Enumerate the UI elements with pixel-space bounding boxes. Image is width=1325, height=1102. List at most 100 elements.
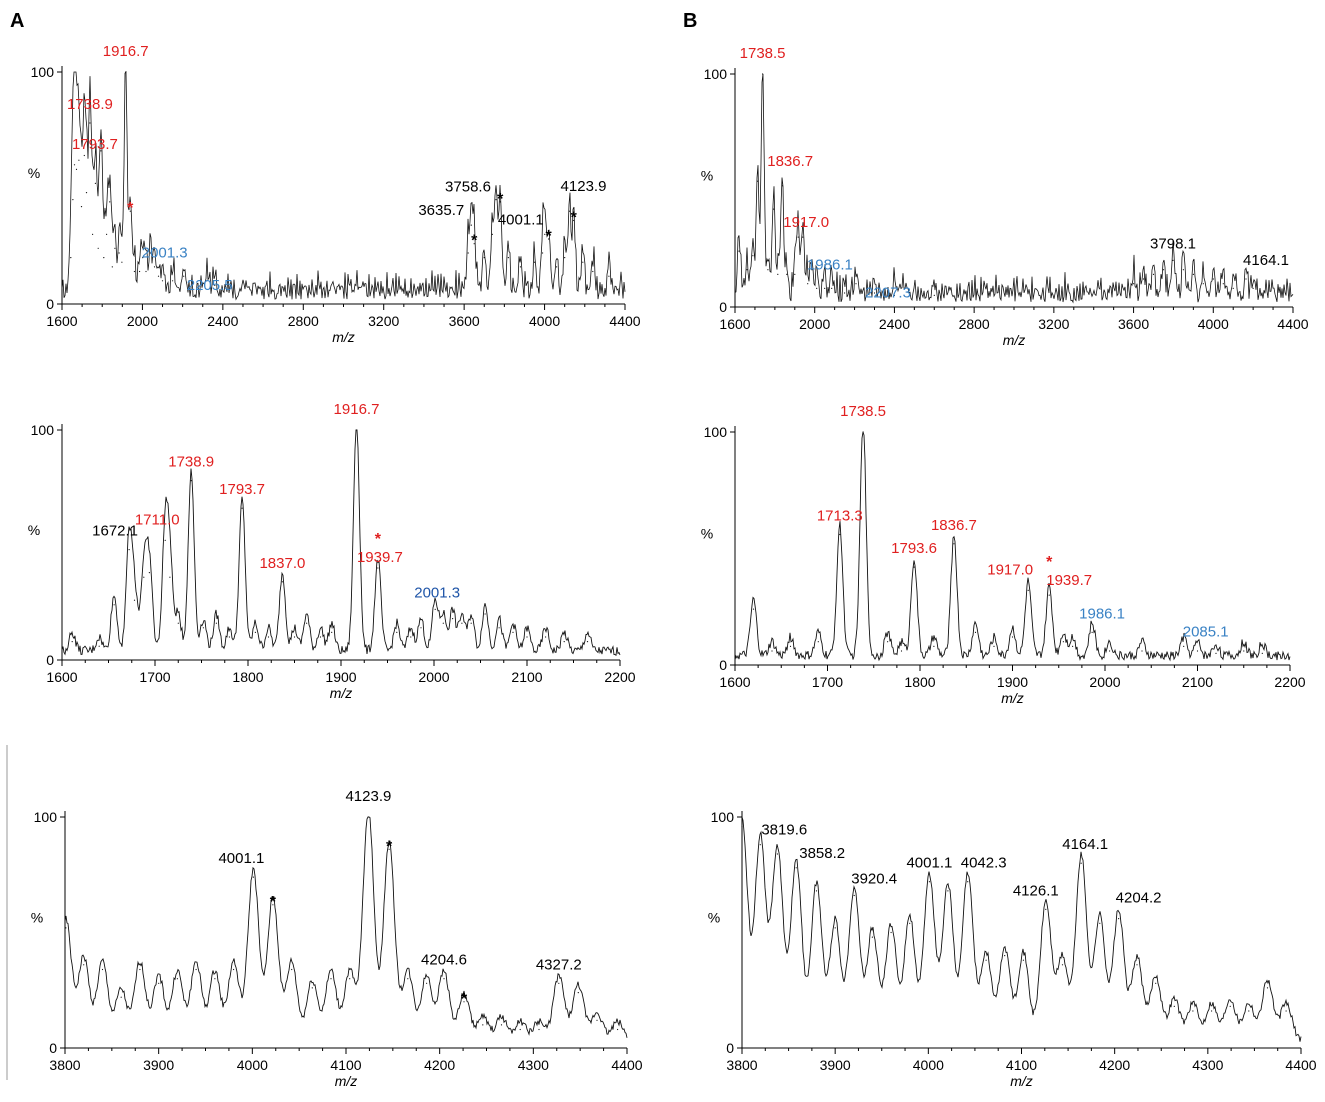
peak-apex bbox=[564, 257, 566, 259]
peak-apex bbox=[1142, 278, 1145, 280]
peak-apex bbox=[331, 631, 333, 634]
x-tick-label: 4000 bbox=[237, 1057, 268, 1073]
peak-label: 1837.0 bbox=[259, 555, 305, 572]
satellite-peak-marker: * bbox=[545, 228, 552, 245]
peak-apex bbox=[759, 844, 761, 846]
peak-apex bbox=[568, 210, 571, 212]
x-tick-label: 1900 bbox=[325, 669, 356, 685]
spectrum-chart-3: 1600 1700 1800 1900 2000 2100 2200 0 100% m/z 1916… bbox=[28, 401, 636, 701]
x-tick-label: 2200 bbox=[1274, 674, 1305, 690]
x-tick-label: 4400 bbox=[1285, 1057, 1316, 1073]
x-tick-label: 3900 bbox=[820, 1057, 851, 1073]
peak-label: 1916.7 bbox=[103, 43, 149, 60]
x-axis-label: m/z bbox=[1010, 1073, 1033, 1089]
peak-apex bbox=[608, 275, 610, 277]
peak-apex bbox=[738, 250, 740, 252]
peak-apex bbox=[573, 219, 575, 222]
spectrum-trace bbox=[734, 73, 1294, 304]
peak-apex bbox=[139, 270, 141, 273]
panel-label-a: A bbox=[10, 10, 25, 32]
peak-apex bbox=[202, 627, 204, 629]
peak-apex bbox=[900, 650, 903, 652]
peak-apex bbox=[1136, 964, 1138, 966]
peak-apex bbox=[909, 922, 911, 924]
peak-apex bbox=[252, 876, 254, 878]
satellite-peak-marker: * bbox=[386, 838, 393, 855]
peak-apex bbox=[190, 480, 192, 482]
peak-apex bbox=[83, 154, 85, 157]
x-tick-label: 4000 bbox=[913, 1057, 944, 1073]
y-tick-label: 100 bbox=[31, 422, 55, 438]
peak-apex bbox=[1211, 1010, 1213, 1012]
peak-apex bbox=[767, 269, 769, 271]
x-axis-label: m/z bbox=[1003, 332, 1026, 348]
peak-apex bbox=[92, 233, 94, 235]
peak-apex bbox=[816, 287, 818, 289]
peak-apex bbox=[470, 224, 472, 226]
y-tick-label: 0 bbox=[46, 296, 54, 312]
x-tick-label: 4100 bbox=[1006, 1057, 1037, 1073]
peak-apex bbox=[83, 964, 85, 966]
peak-label: 4164.1 bbox=[1243, 252, 1289, 269]
peak-apex bbox=[85, 192, 88, 194]
peak-apex bbox=[1172, 259, 1174, 261]
peak-apex bbox=[839, 533, 841, 536]
peak-apex bbox=[1243, 650, 1245, 652]
peak-apex bbox=[777, 273, 779, 275]
peak-label: 4123.9 bbox=[345, 788, 391, 805]
peak-apex bbox=[824, 287, 826, 289]
peak-apex bbox=[586, 641, 589, 643]
peak-apex bbox=[746, 269, 748, 271]
peak-apex bbox=[1072, 645, 1074, 648]
satellite-peak-marker: * bbox=[471, 233, 478, 250]
peak-apex bbox=[463, 1001, 465, 1003]
x-tick-label: 1800 bbox=[232, 669, 263, 685]
peak-apex bbox=[1099, 922, 1101, 924]
peak-apex bbox=[789, 645, 792, 648]
x-tick-label: 2100 bbox=[1182, 674, 1213, 690]
peak-apex bbox=[1118, 918, 1120, 920]
satellite-peak-marker: * bbox=[270, 894, 277, 911]
peak-label: 4001.1 bbox=[218, 850, 264, 867]
peak-apex bbox=[1109, 650, 1111, 652]
peak-label: 4042.3 bbox=[961, 855, 1007, 872]
peak-label: 1793.7 bbox=[72, 136, 118, 153]
peak-label: 3635.7 bbox=[418, 202, 464, 219]
peak-apex bbox=[933, 294, 935, 296]
peak-label: 4123.9 bbox=[561, 178, 607, 195]
spectrum-chart-1: 1600 2000 2400 2800 3200 3600 4000 4400 0 100% m/z… bbox=[28, 43, 641, 345]
peak-apex bbox=[596, 1019, 598, 1021]
x-tick-label: 1700 bbox=[812, 674, 843, 690]
peak-apex bbox=[1045, 908, 1047, 911]
peak-apex bbox=[195, 968, 197, 971]
y-tick-label: 100 bbox=[711, 809, 735, 825]
peak-apex bbox=[1182, 269, 1184, 271]
peak-apex bbox=[410, 636, 412, 638]
peak-apex bbox=[420, 627, 422, 629]
peak-apex bbox=[1229, 1005, 1231, 1008]
peak-apex bbox=[1261, 652, 1263, 655]
x-tick-label: 3200 bbox=[1038, 316, 1069, 332]
peak-apex bbox=[161, 280, 164, 282]
peak-label: 1916.7 bbox=[334, 401, 380, 418]
peak-apex bbox=[752, 255, 754, 257]
peak-apex bbox=[183, 275, 185, 277]
x-tick-label: 1900 bbox=[997, 674, 1028, 690]
peak-apex bbox=[592, 270, 594, 273]
peak-apex bbox=[214, 284, 216, 286]
peak-apex bbox=[114, 247, 116, 249]
peak-apex bbox=[807, 283, 809, 285]
satellite-peak-marker: * bbox=[1046, 554, 1053, 571]
x-tick-label: 2800 bbox=[288, 313, 319, 329]
peak-apex bbox=[741, 825, 743, 827]
peak-apex bbox=[125, 71, 127, 73]
peak-label: 4164.1 bbox=[1062, 836, 1108, 853]
x-tick-label: 3600 bbox=[1118, 316, 1149, 332]
peak-apex bbox=[1196, 650, 1199, 652]
peak-apex bbox=[206, 280, 208, 282]
peak-apex bbox=[98, 645, 100, 647]
peak-apex bbox=[512, 631, 514, 634]
peak-apex bbox=[862, 431, 864, 433]
y-axis-label: % bbox=[701, 526, 713, 542]
x-tick-label: 3200 bbox=[368, 313, 399, 329]
